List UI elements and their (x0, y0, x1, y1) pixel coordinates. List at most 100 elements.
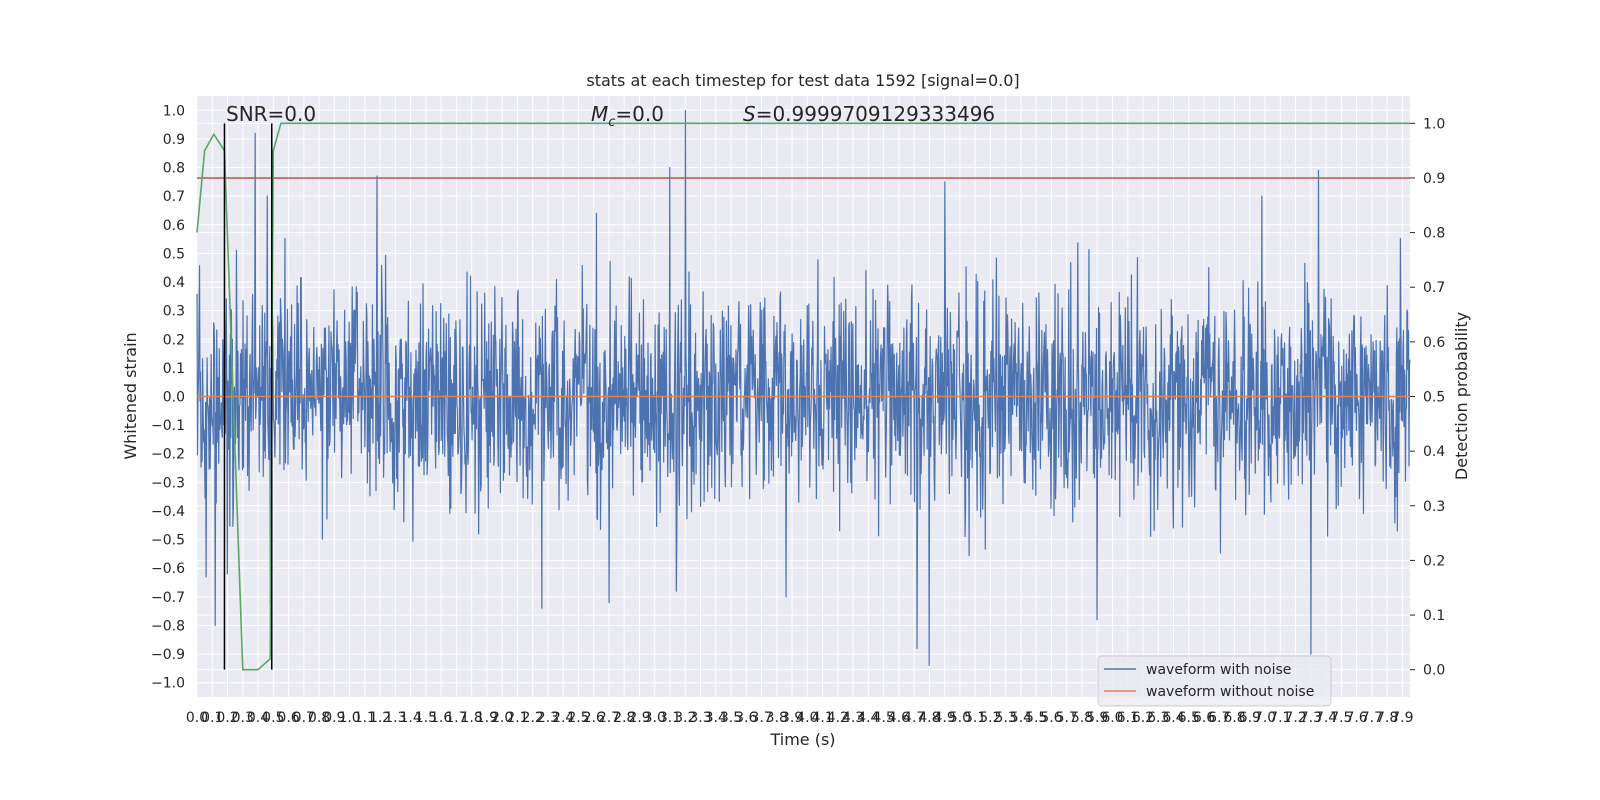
x-tick-label: 5.5 (1025, 710, 1047, 726)
x-tick-label: 4.6 (888, 710, 910, 726)
x-tick-label: 3.5 (720, 710, 742, 726)
x-tick-label: 7.9 (1391, 710, 1413, 726)
axis-ticks: 0.00.10.20.30.40.50.60.70.80.91.01.11.21… (151, 103, 1445, 726)
x-tick-label: 4.3 (842, 710, 864, 726)
x-tick-label: 4.4 (857, 710, 879, 726)
y2-tick-label: 0.6 (1423, 335, 1445, 351)
y-tick-label: −0.8 (151, 618, 185, 634)
x-tick-label: 7.2 (1284, 710, 1306, 726)
x-tick-label: 0.0 (186, 710, 208, 726)
x-axis-label: Time (s) (769, 730, 835, 749)
y2-tick-label: 0.4 (1423, 444, 1445, 460)
x-tick-label: 2.0 (491, 710, 513, 726)
x-tick-label: 2.5 (567, 710, 589, 726)
y-tick-label: 0.5 (163, 246, 185, 262)
x-tick-label: 7.0 (1254, 710, 1276, 726)
x-tick-label: 6.4 (1162, 710, 1184, 726)
y-tick-label: −0.7 (151, 590, 185, 606)
y2-tick-label: 0.3 (1423, 499, 1445, 515)
x-tick-label: 2.1 (506, 710, 528, 726)
x-tick-label: 6.9 (1239, 710, 1261, 726)
x-tick-label: 4.7 (903, 710, 925, 726)
x-tick-label: 0.3 (232, 710, 254, 726)
x-tick-label: 5.6 (1040, 710, 1062, 726)
x-tick-label: 3.0 (644, 710, 666, 726)
x-tick-label: 7.3 (1300, 710, 1322, 726)
event-markers (223, 123, 273, 670)
y-tick-label: −0.3 (151, 475, 185, 491)
y-tick-label: 0.7 (163, 189, 185, 205)
chirp-mass-annotation: Mc=0.0 (591, 102, 664, 130)
y2-tick-label: 1.0 (1423, 116, 1445, 132)
x-tick-label: 6.5 (1178, 710, 1200, 726)
x-tick-label: 3.1 (659, 710, 681, 726)
legend-box (1097, 655, 1332, 707)
y2-tick-label: 0.2 (1423, 553, 1445, 569)
x-tick-label: 5.7 (1056, 710, 1078, 726)
x-tick-label: 5.2 (979, 710, 1001, 726)
score-value: =0.9999709129333496 (756, 102, 995, 126)
x-tick-label: 0.2 (216, 710, 238, 726)
x-tick-label: 1.2 (369, 710, 391, 726)
x-tick-label: 4.0 (796, 710, 818, 726)
y-tick-label: 0.8 (163, 161, 185, 177)
x-tick-label: 7.1 (1269, 710, 1291, 726)
x-tick-label: 3.4 (705, 710, 727, 726)
y-tick-label: −0.1 (151, 418, 185, 434)
legend-label-clean: waveform without noise (1146, 684, 1314, 700)
y-tick-label: −0.9 (151, 647, 185, 663)
x-tick-label: 2.2 (522, 710, 544, 726)
y-tick-label: 0.2 (163, 332, 185, 348)
y-tick-label: 0.9 (163, 132, 185, 148)
y2-tick-label: 0.1 (1423, 608, 1445, 624)
x-tick-label: 4.8 (918, 710, 940, 726)
legend: waveform with noise waveform without noi… (1097, 655, 1332, 707)
x-tick-label: 0.7 (293, 710, 315, 726)
x-tick-label: 5.1 (964, 710, 986, 726)
x-tick-label: 5.0 (949, 710, 971, 726)
x-tick-label: 1.1 (354, 710, 376, 726)
chirp-mass-symbol: M (591, 102, 608, 126)
y2-tick-label: 0.9 (1423, 171, 1445, 187)
x-tick-label: 4.1 (811, 710, 833, 726)
x-tick-label: 7.5 (1330, 710, 1352, 726)
y-tick-label: −1.0 (151, 676, 185, 692)
x-tick-label: 1.6 (430, 710, 452, 726)
x-tick-label: 5.9 (1086, 710, 1108, 726)
x-tick-label: 2.3 (537, 710, 559, 726)
y-tick-label: −0.6 (151, 561, 185, 577)
y-tick-label: 1.0 (163, 103, 185, 119)
x-tick-label: 4.2 (827, 710, 849, 726)
x-tick-label: 3.8 (766, 710, 788, 726)
y2-tick-label: 0.5 (1423, 390, 1445, 406)
x-tick-label: 6.6 (1193, 710, 1215, 726)
x-tick-label: 4.9 (934, 710, 956, 726)
x-tick-label: 7.8 (1376, 710, 1398, 726)
x-tick-label: 1.4 (399, 710, 421, 726)
x-tick-label: 2.4 (552, 710, 574, 726)
y-tick-label: −0.4 (151, 504, 185, 520)
noise-waveform-line (196, 109, 1411, 667)
x-tick-label: 1.8 (461, 710, 483, 726)
chirp-mass-value: =0.0 (615, 102, 664, 126)
x-tick-label: 5.3 (995, 710, 1017, 726)
x-tick-label: 6.1 (1117, 710, 1139, 726)
score-symbol: S (743, 102, 756, 126)
x-tick-label: 3.7 (750, 710, 772, 726)
score-annotation: S=0.9999709129333496 (743, 102, 995, 126)
chart-title: stats at each timestep for test data 159… (586, 71, 1019, 90)
x-tick-label: 6.0 (1101, 710, 1123, 726)
snr-annotation: SNR=0.0 (226, 102, 316, 126)
x-tick-label: 3.2 (674, 710, 696, 726)
x-tick-label: 1.0 (338, 710, 360, 726)
chirp-mass-subscript: c (608, 115, 615, 130)
x-tick-label: 2.6 (583, 710, 605, 726)
x-tick-label: 6.7 (1208, 710, 1230, 726)
x-tick-label: 2.7 (598, 710, 620, 726)
x-tick-label: 0.8 (308, 710, 330, 726)
y2-tick-label: 0.7 (1423, 280, 1445, 296)
y-tick-label: 0.0 (163, 390, 185, 406)
y-axis-label: Whitened strain (121, 332, 140, 459)
series-detection-probability (196, 122, 1410, 671)
x-tick-label: 1.5 (415, 710, 437, 726)
